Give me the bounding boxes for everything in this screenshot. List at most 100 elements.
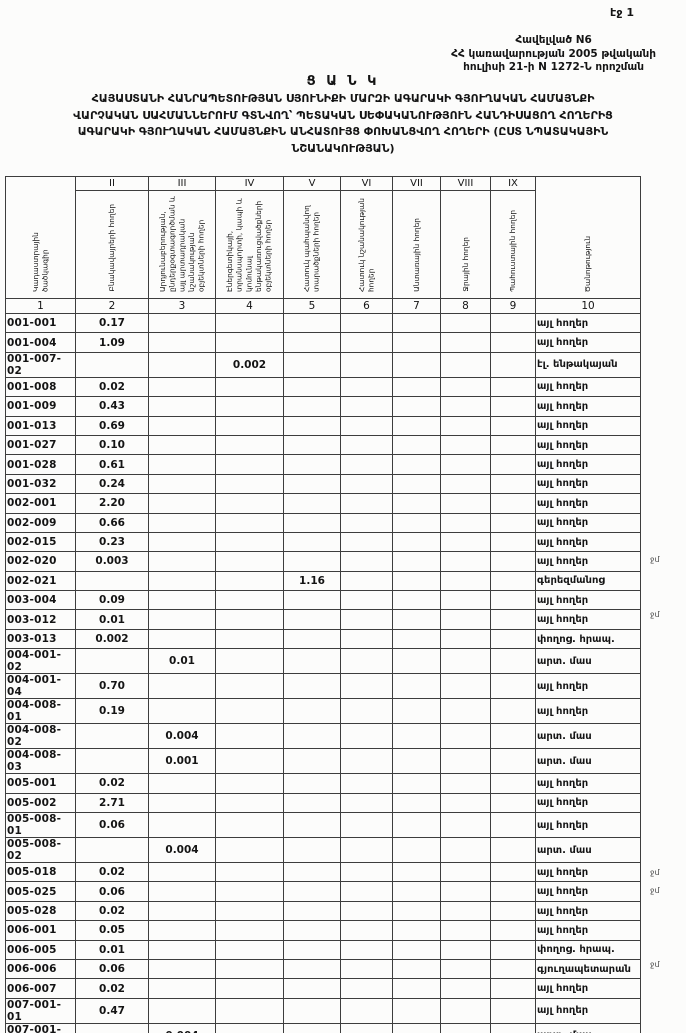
area-value-cell — [148, 351, 216, 378]
cadastral-code-column-header: Կադաստրային ծածկագիր — [5, 176, 76, 299]
column-number: 3 — [148, 298, 216, 314]
area-value-cell — [148, 531, 216, 553]
area-value-cell: 0.02 — [75, 773, 149, 794]
land-category-label: Հատուկ նշանակության հողեր — [356, 198, 376, 292]
note-cell: այլ հողեր — [535, 698, 641, 725]
area-value-cell — [490, 531, 536, 553]
column-number: 7 — [392, 298, 441, 314]
area-value-cell — [392, 812, 441, 839]
cadastral-code-cell: 005-025 — [5, 881, 76, 902]
area-value-cell — [148, 862, 216, 883]
area-value-cell: 0.02 — [75, 900, 149, 922]
note-cell: այլ հողեր — [535, 590, 641, 611]
area-value-cell — [283, 900, 341, 922]
area-value-cell — [340, 837, 393, 864]
area-value-cell — [490, 590, 536, 611]
area-value-cell — [490, 434, 536, 456]
area-value-cell — [490, 978, 536, 999]
area-value-cell: 0.17 — [75, 312, 149, 334]
area-value-cell — [440, 512, 491, 533]
table-row: 005-028 0.02 այլ հողեր — [5, 900, 641, 922]
title-line: ՎԱՐՉԱԿԱՆ ՍԱՀՄԱՆՆԵՐՈՒՄ ԳՏՆՎՈՂ՝ ՊԵՏԱԿԱՆ ՍԵ… — [73, 108, 613, 122]
area-value-cell: 0.66 — [75, 512, 149, 533]
cadastral-code-cell: 004-001-04 — [5, 673, 76, 700]
area-value-cell — [340, 351, 393, 378]
area-value-cell — [148, 415, 216, 436]
cadastral-code-cell: 004-008-01 — [5, 698, 76, 725]
area-value-cell — [490, 881, 536, 902]
area-value-cell — [215, 920, 284, 941]
area-value-cell — [283, 1022, 341, 1033]
area-value-cell: 2.20 — [75, 493, 149, 514]
note-cell: այլ հողեր — [535, 812, 641, 839]
area-value-cell — [440, 376, 491, 398]
area-value-cell — [215, 531, 284, 553]
area-value-cell — [440, 698, 491, 725]
cadastral-code-cell: 005-001 — [5, 773, 76, 794]
area-value-cell: 0.01 — [148, 648, 216, 675]
table-row: 002-015 0.23 այլ հողեր — [5, 531, 641, 553]
area-value-cell — [340, 920, 393, 941]
note-cell: գերեզմանոց — [535, 570, 641, 592]
note-cell: արտ. մաս — [535, 748, 641, 775]
area-value-cell — [440, 570, 491, 592]
area-value-cell — [490, 698, 536, 725]
area-value-cell — [490, 748, 536, 775]
note-cell: այլ հողեր — [535, 551, 641, 572]
note-column-label: Ծանոթություն — [583, 235, 593, 292]
land-category-header: Բնակավայրերի հողեր — [75, 190, 149, 299]
note-cell: գյուղապետարան — [535, 958, 641, 980]
area-value-cell — [490, 312, 536, 334]
area-value-cell — [340, 332, 393, 353]
cadastral-code-cell: 004-008-03 — [5, 748, 76, 775]
area-value-cell — [490, 958, 536, 980]
note-cell: այլ հողեր — [535, 978, 641, 999]
cadastral-code-cell: 001-008 — [5, 376, 76, 398]
area-value-cell — [75, 723, 149, 750]
area-value-cell — [283, 939, 341, 960]
table-row: 003-012 0.01 այլ հողեր — [5, 609, 641, 630]
area-value-cell — [392, 958, 441, 980]
area-value-cell — [283, 958, 341, 980]
area-value-cell — [440, 792, 491, 814]
area-value-cell — [490, 512, 536, 533]
note-column-header: Ծանոթություն — [535, 176, 641, 299]
note-cell: այլ հողեր — [535, 920, 641, 941]
column-number: 4 — [215, 298, 284, 314]
area-value-cell — [75, 648, 149, 675]
table-row: 001-001 0.17 այլ հողեր — [5, 312, 641, 334]
cadastral-code-cell: 005-028 — [5, 900, 76, 922]
area-value-cell — [392, 609, 441, 630]
area-value-cell — [148, 881, 216, 902]
cadastral-code-cell: 005-008-02 — [5, 837, 76, 864]
area-value-cell: 0.05 — [75, 920, 149, 941]
land-category-header: Հատուկ նշանակության հողեր — [340, 190, 393, 299]
area-value-cell — [490, 939, 536, 960]
cadastral-code-cell: 002-001 — [5, 493, 76, 514]
area-value-cell: 0.43 — [75, 396, 149, 417]
area-value-cell — [215, 570, 284, 592]
table-row: 005-018 0.02 այլ հողեր — [5, 862, 641, 883]
area-value-cell — [340, 648, 393, 675]
area-value-cell — [283, 512, 341, 533]
area-value-cell — [490, 1022, 536, 1033]
table-row: 002-009 0.66 այլ հողեր — [5, 512, 641, 533]
cadastral-code-cell: 006-007 — [5, 978, 76, 999]
area-value-cell — [490, 351, 536, 378]
area-value-cell — [75, 837, 149, 864]
area-value-cell — [283, 531, 341, 553]
area-value-cell — [283, 473, 341, 495]
table-row: 005-008-01 0.06 այլ հողեր — [5, 812, 641, 839]
area-value-cell — [283, 862, 341, 883]
note-cell: այլ հողեր — [535, 792, 641, 814]
area-value-cell — [490, 723, 536, 750]
cadastral-code-cell: 005-008-01 — [5, 812, 76, 839]
column-number: 6 — [340, 298, 393, 314]
area-value-cell — [392, 551, 441, 572]
note-cell: այլ հողեր — [535, 609, 641, 630]
area-value-cell — [148, 551, 216, 572]
area-value-cell — [215, 997, 284, 1024]
area-value-cell — [283, 590, 341, 611]
area-value-cell — [490, 997, 536, 1024]
cadastral-code-cell: 001-013 — [5, 415, 76, 436]
